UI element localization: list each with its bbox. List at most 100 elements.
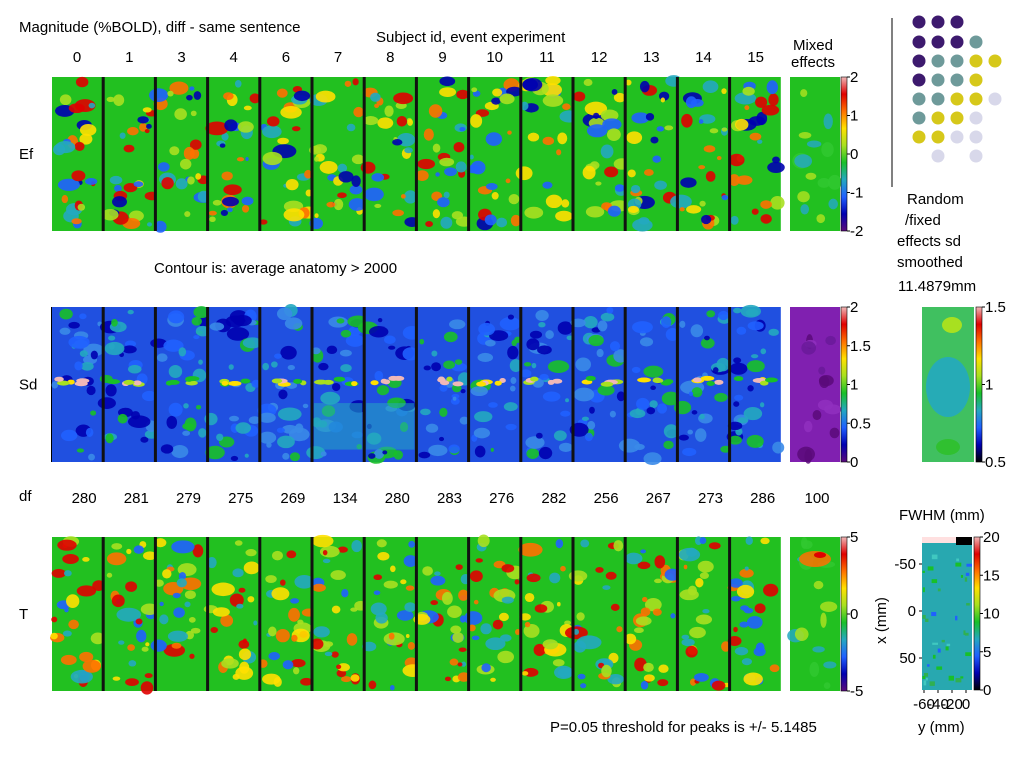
- subject-label-6: 6: [282, 49, 290, 66]
- legend-dot: [912, 73, 926, 87]
- fwhm-xtick-2: 50: [899, 650, 916, 667]
- heatmap-row-sd: [51, 304, 785, 465]
- legend-dot: [950, 54, 964, 68]
- random-fixed-line-4: smoothed: [897, 254, 963, 271]
- legend-dot: [931, 15, 945, 29]
- row-label-ef: Ef: [19, 146, 34, 163]
- legend-dot: [950, 35, 964, 49]
- legend-dot: [912, 130, 926, 144]
- df-value-mixed: 100: [804, 490, 829, 507]
- mixed-effects-label: Mixed effects: [780, 37, 846, 71]
- legend-dot: [988, 54, 1002, 68]
- subject-label-11: 11: [539, 49, 555, 66]
- smoothing-value: 11.4879mm: [898, 278, 977, 295]
- df-value-10: 276: [489, 490, 514, 507]
- colorbar-tick-sd-4: 0: [850, 454, 858, 471]
- df-value-15: 286: [750, 490, 775, 507]
- fwhm-ytick-3: 0: [962, 696, 970, 713]
- colorbar-fwhm-tick-3: 5: [983, 644, 991, 661]
- colorbar-fwhm-tick-0: 20: [983, 529, 1000, 546]
- colorbar-tick-sd-0: 2: [850, 299, 858, 316]
- subject-label-10: 10: [486, 49, 503, 66]
- colorbar-tick-ef-3: -1: [850, 185, 863, 202]
- legend-dot: [912, 111, 926, 125]
- legend-dot: [931, 73, 945, 87]
- legend-dot: [969, 92, 983, 106]
- colorbar-tick-ef-0: 2: [850, 69, 858, 86]
- colorbar-tick-ef-1: 1: [850, 108, 858, 125]
- legend-dot: [969, 54, 983, 68]
- row-label-sd: Sd: [19, 377, 37, 394]
- legend-dot: [912, 35, 926, 49]
- colorbar-tick-ef-2: 0: [850, 146, 858, 163]
- legend-dot: [931, 149, 945, 163]
- colorbar-fwhm-tick-2: 10: [983, 606, 1000, 623]
- subject-label-9: 9: [438, 49, 446, 66]
- fwhm-panel: [922, 537, 972, 690]
- subject-label-14: 14: [695, 49, 712, 66]
- legend-dot: [950, 73, 964, 87]
- mixed-effects-line-1: Mixed: [792, 37, 833, 54]
- colorbar-tick-ef-4: -2: [850, 223, 863, 240]
- legend-dot: [969, 149, 983, 163]
- random-fixed-label: Random /fixed effects sd smoothed: [897, 189, 964, 273]
- df-value-11: 282: [541, 490, 566, 507]
- df-value-13: 267: [646, 490, 671, 507]
- heatmap-tile-ef-1: [104, 77, 155, 231]
- random-fixed-line-1: Random: [907, 191, 964, 208]
- fwhm-ytick-0: -60: [913, 696, 935, 713]
- subject-label-13: 13: [643, 49, 660, 66]
- legend-dot: [912, 15, 926, 29]
- subject-label-8: 8: [386, 49, 394, 66]
- df-value-9: 283: [437, 490, 462, 507]
- heatmap-row-ef: [51, 75, 785, 233]
- fwhm-ytick-1: -40: [927, 696, 949, 713]
- colorbar-random-fixed-tick-1: 1: [985, 377, 993, 394]
- subject-label-12: 12: [591, 49, 608, 66]
- df-value-8: 280: [385, 490, 410, 507]
- df-value-0: 280: [72, 490, 97, 507]
- legend-dot: [969, 35, 983, 49]
- mixed-effects-panel-sd: [790, 307, 840, 462]
- colorbar-fwhm: [973, 536, 981, 691]
- df-value-7: 134: [333, 490, 358, 507]
- legend-dot: [931, 130, 945, 144]
- figure-subtitle: Subject id, event experiment: [376, 29, 566, 46]
- df-value-6: 269: [280, 490, 305, 507]
- legend-dot: [912, 54, 926, 68]
- df-value-12: 256: [594, 490, 619, 507]
- threshold-note: P=0.05 threshold for peaks is +/- 5.1485: [550, 719, 817, 736]
- df-value-1: 281: [124, 490, 149, 507]
- legend-dot: [931, 54, 945, 68]
- legend-dot: [931, 92, 945, 106]
- legend-dot: [988, 92, 1002, 106]
- colorbar-tick-t-0: 5: [850, 529, 858, 546]
- subject-label-0: 0: [73, 49, 81, 66]
- subject-label-4: 4: [230, 49, 238, 66]
- colorbar-tick-sd-1: 1.5: [850, 338, 871, 355]
- df-label: df: [19, 488, 32, 505]
- colorbar-fwhm-tick-1: 15: [983, 567, 1000, 584]
- contour-note: Contour is: average anatomy > 2000: [154, 260, 398, 277]
- fwhm-xtick-1: 0: [908, 603, 916, 620]
- subject-label-15: 15: [747, 49, 764, 66]
- colorbar-sd: [840, 306, 848, 463]
- fwhm-ytick-2: -20: [941, 696, 963, 713]
- row-label-t: T: [19, 606, 28, 623]
- figure-title: Magnitude (%BOLD), diff - same sentence: [19, 19, 301, 36]
- colorbar-random-fixed-tick-2: 0.5: [985, 454, 1006, 471]
- legend-dot: [950, 111, 964, 125]
- random-fixed-line-3: effects sd: [897, 233, 961, 250]
- subject-label-1: 1: [125, 49, 133, 66]
- df-value-3: 279: [176, 490, 201, 507]
- legend-dot: [931, 111, 945, 125]
- mixed-effects-line-2: effects: [791, 54, 835, 71]
- fwhm-label: FWHM (mm): [899, 507, 985, 524]
- colorbar-tick-sd-2: 1: [850, 377, 858, 394]
- colorbar-tick-t-2: -5: [850, 683, 863, 700]
- subject-label-3: 3: [177, 49, 185, 66]
- random-fixed-line-2: /fixed: [905, 212, 941, 229]
- legend-dot: [969, 111, 983, 125]
